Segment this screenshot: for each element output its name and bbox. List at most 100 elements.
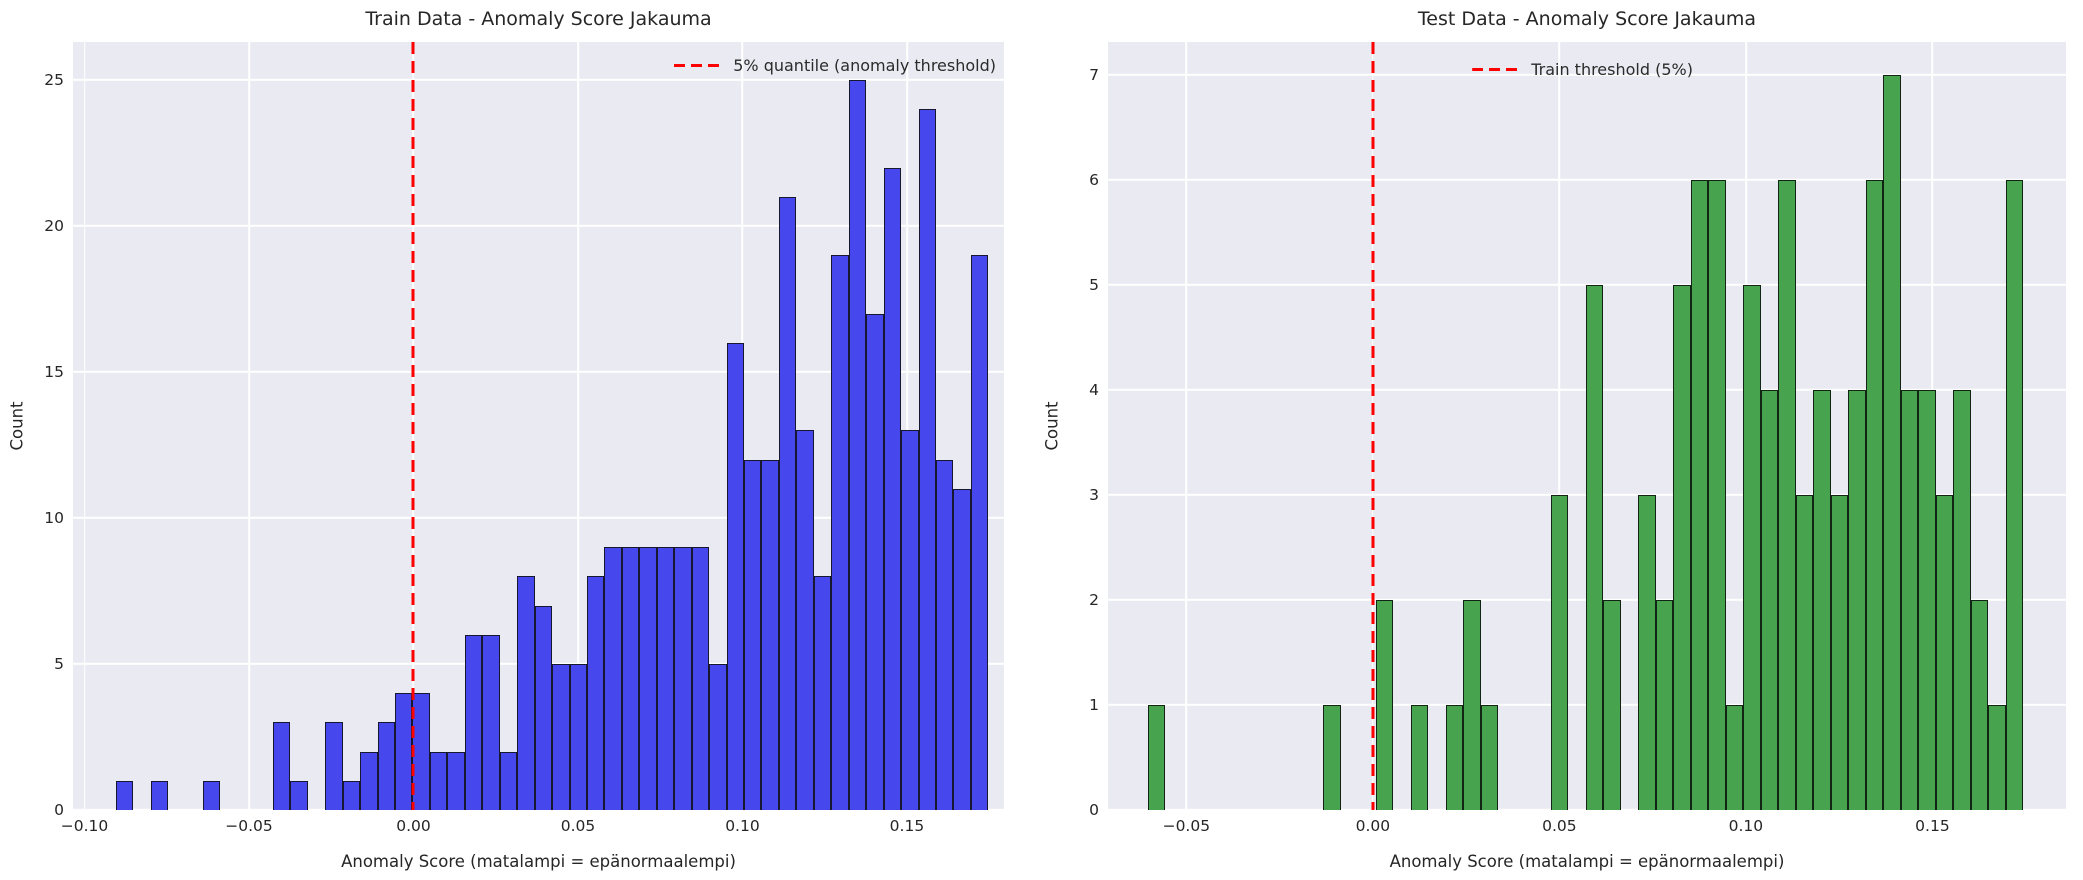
x-gridline — [1558, 42, 1561, 810]
histogram-bar — [150, 780, 169, 810]
y-tick-label: 6 — [1089, 171, 1099, 190]
y-gridline — [1108, 179, 2066, 181]
histogram-bar — [621, 547, 640, 810]
y-gridline — [1108, 74, 2066, 76]
histogram-bar — [883, 167, 902, 810]
histogram-bar — [674, 547, 692, 810]
histogram-bar — [866, 313, 884, 810]
histogram-bar — [1410, 705, 1429, 810]
histogram-bar — [1375, 600, 1394, 810]
histogram-bar — [377, 722, 395, 810]
histogram-bar — [1603, 600, 1621, 810]
histogram-bar — [1445, 705, 1464, 810]
histogram-bar — [1323, 705, 1341, 810]
histogram-bar — [1760, 390, 1779, 810]
histogram-bar — [1865, 180, 1884, 810]
histogram-bar — [726, 342, 745, 810]
x-gridline — [248, 42, 250, 810]
histogram-bar — [115, 780, 134, 810]
test-chart-panel: Test Data - Anomaly Score Jakauma Train … — [1043, 8, 2066, 871]
x-gridline — [577, 42, 579, 810]
x-tick-label: 0.00 — [396, 817, 431, 835]
histogram-bar — [1585, 285, 1604, 810]
histogram-bar — [325, 722, 343, 810]
y-tick-label: 5 — [54, 655, 64, 673]
histogram-bar — [1638, 495, 1656, 810]
train-chart-panel: Train Data - Anomaly Score Jakauma 5% qu… — [8, 8, 1004, 871]
y-tick-label: 15 — [44, 362, 64, 381]
y-tick-label: 7 — [1089, 66, 1099, 85]
y-tick-label: 0 — [1089, 801, 1099, 819]
histogram-bar — [1988, 705, 2006, 810]
histogram-bar — [1900, 390, 1919, 810]
y-tick-label: 0 — [54, 801, 64, 819]
histogram-bar — [1778, 180, 1796, 810]
histogram-bar — [1883, 75, 1901, 810]
histogram-bar — [464, 634, 483, 810]
y-tick-label: 4 — [1089, 381, 1099, 400]
histogram-bar — [831, 255, 849, 810]
threshold-line — [1371, 42, 1375, 810]
chart-title: Test Data - Anomaly Score Jakauma — [1417, 8, 1757, 30]
y-tick-label: 5 — [1089, 276, 1099, 295]
x-axis-label: Anomaly Score (matalampi = epänormaalemp… — [1389, 852, 1785, 871]
x-tick-label: −0.05 — [1162, 817, 1211, 835]
y-tick-label: 3 — [1089, 486, 1099, 505]
histogram-bar — [813, 576, 832, 810]
histogram-bar — [1725, 705, 1744, 810]
plot-area: Train threshold (5%) — [1108, 42, 2066, 810]
histogram-bar — [918, 109, 936, 810]
y-tick-label: 10 — [44, 509, 64, 527]
histogram-bar — [1935, 495, 1954, 810]
histogram-bar — [482, 634, 500, 810]
x-tick-label: 0.00 — [1355, 817, 1391, 835]
histogram-bar — [342, 780, 361, 810]
histogram-bar — [1550, 495, 1569, 810]
y-tick-label: 1 — [1089, 696, 1099, 715]
histogram-bar — [604, 547, 622, 810]
histogram-bar — [1970, 600, 1989, 810]
red-dashed-line-icon — [1472, 67, 1519, 72]
histogram-bar — [1655, 600, 1674, 810]
legend-label: 5% quantile (anomaly threshold) — [733, 56, 996, 75]
y-tick-label: 25 — [44, 70, 64, 89]
histogram-bar — [936, 459, 954, 810]
x-tick-label: −0.10 — [60, 817, 109, 835]
y-tick-label: 20 — [44, 216, 64, 235]
histogram-bar — [552, 664, 570, 810]
histogram-bar — [953, 488, 971, 810]
histogram-bar — [1830, 495, 1849, 810]
histogram-bar — [744, 459, 762, 810]
histogram-bar — [1673, 285, 1691, 810]
histogram-bar — [586, 576, 605, 810]
histogram-bar — [1813, 390, 1831, 810]
histogram-bar — [360, 751, 378, 810]
histogram-bar — [395, 693, 413, 810]
y-axis-label: Count — [1042, 401, 1062, 451]
histogram-bar — [1708, 180, 1726, 810]
x-gridline — [1185, 42, 1188, 810]
histogram-bar — [569, 664, 587, 810]
histogram-bar — [656, 547, 675, 810]
histogram-bar — [412, 693, 430, 810]
x-tick-label: 0.15 — [1915, 817, 1950, 835]
histogram-bar — [1953, 390, 1971, 810]
histogram-bar — [1795, 495, 1814, 810]
red-dashed-line-icon — [674, 63, 721, 68]
x-tick-label: −0.05 — [225, 817, 273, 835]
histogram-bar — [499, 751, 518, 810]
x-tick-label: 0.10 — [1728, 817, 1764, 835]
histogram-bar — [2005, 180, 2024, 810]
histogram-bar — [1463, 600, 1481, 810]
histogram-bar — [1918, 390, 1936, 810]
histogram-bar — [1480, 705, 1499, 810]
histogram-bar — [901, 430, 919, 810]
histogram-bar — [848, 79, 867, 810]
histogram-bar — [1690, 180, 1709, 810]
histogram-bar — [517, 576, 535, 810]
plot-area: 5% quantile (anomaly threshold) — [73, 42, 1004, 810]
y-axis-label: Count — [7, 401, 27, 451]
y-gridline — [73, 79, 1004, 81]
y-tick-label: 2 — [1089, 591, 1099, 610]
